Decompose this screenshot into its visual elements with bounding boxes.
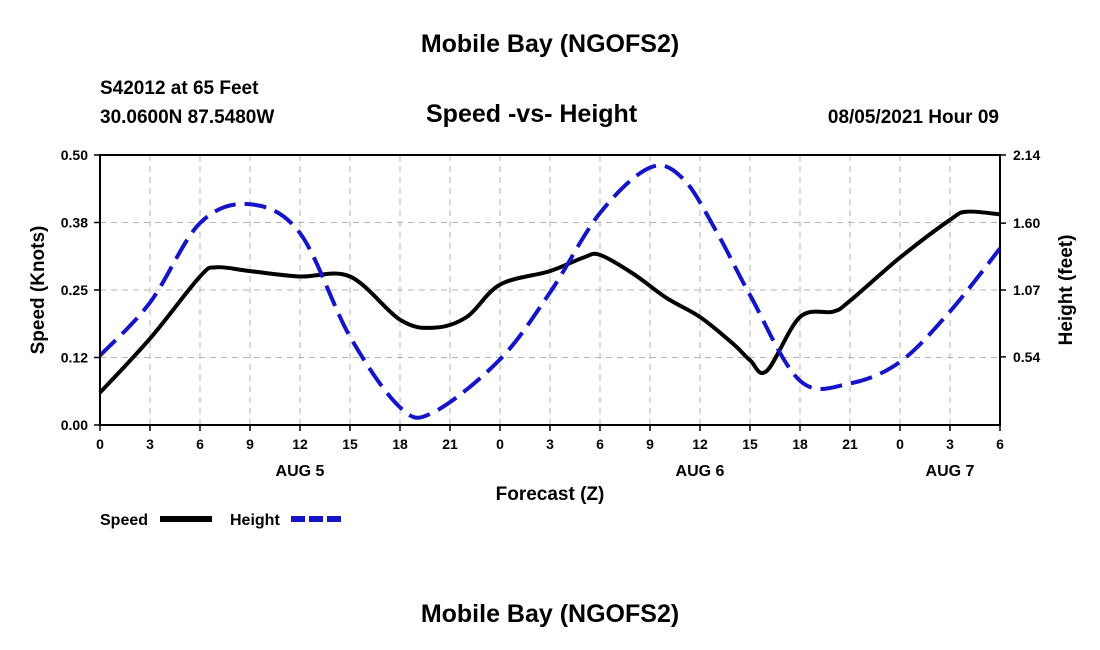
footer-title: Mobile Bay (NGOFS2)	[420, 600, 680, 628]
x-tick-label: 3	[146, 436, 154, 452]
page-title: Mobile Bay (NGOFS2)	[420, 30, 680, 58]
axis-ticks: 0 3 6 9 12 15 18 21 0 3 6 9 12 15 18 21 0 3 6 0.00 0.12 0.25 0…	[61, 147, 1041, 480]
x-tick-label: 21	[442, 436, 458, 452]
x-tick-label: 18	[392, 436, 408, 452]
speed-series-line	[98, 209, 1001, 394]
forecast-timestamp: 08/05/2021 Hour 09	[827, 107, 999, 128]
y2-tick-label: 1.07	[1013, 282, 1040, 298]
x-tick-label: 0	[496, 436, 504, 452]
y-tick-label: 0.38	[61, 215, 88, 231]
station-label: S42012 at 65 Feet	[100, 78, 259, 99]
x-tick-label: 6	[196, 436, 204, 452]
legend: Speed Height	[100, 512, 343, 529]
x-tick-label: 0	[896, 436, 904, 452]
series-lines	[98, 163, 1002, 420]
x-tick-label: 12	[692, 436, 708, 452]
x-tick-label: 15	[342, 436, 358, 452]
y2-tick-label: 1.60	[1013, 215, 1040, 231]
y-tick-label: 0.12	[61, 350, 88, 366]
y2-axis-label: Height (feet)	[1056, 235, 1077, 346]
x-tick-label: 6	[996, 436, 1004, 452]
y-tick-label: 0.50	[61, 147, 88, 163]
x-tick-label: 9	[646, 436, 654, 452]
chart-title: Speed -vs- Height	[426, 100, 638, 128]
y-axis-label: Speed (Knots)	[28, 226, 49, 355]
x-tick-label: 3	[546, 436, 554, 452]
y2-tick-label: 0.54	[1013, 349, 1040, 365]
day-label: AUG 5	[276, 463, 325, 480]
x-tick-label: 6	[596, 436, 604, 452]
legend-height-label: Height	[230, 512, 280, 529]
x-tick-label: 18	[792, 436, 808, 452]
day-label: AUG 7	[926, 463, 975, 480]
y-tick-label: 0.00	[61, 417, 88, 433]
x-tick-label: 12	[292, 436, 308, 452]
y-tick-label: 0.25	[61, 282, 88, 298]
height-series-line	[98, 163, 1002, 420]
x-tick-label: 0	[96, 436, 104, 452]
x-axis-label: Forecast (Z)	[496, 484, 605, 505]
x-tick-label: 3	[946, 436, 954, 452]
x-tick-label: 21	[842, 436, 858, 452]
x-tick-label: 15	[742, 436, 758, 452]
day-label: AUG 6	[676, 463, 725, 480]
x-tick-label: 9	[246, 436, 254, 452]
legend-speed-label: Speed	[100, 512, 148, 529]
y2-tick-label: 2.14	[1013, 147, 1040, 163]
coordinates-label: 30.0600N 87.5480W	[100, 107, 275, 128]
gridlines	[100, 155, 1000, 425]
